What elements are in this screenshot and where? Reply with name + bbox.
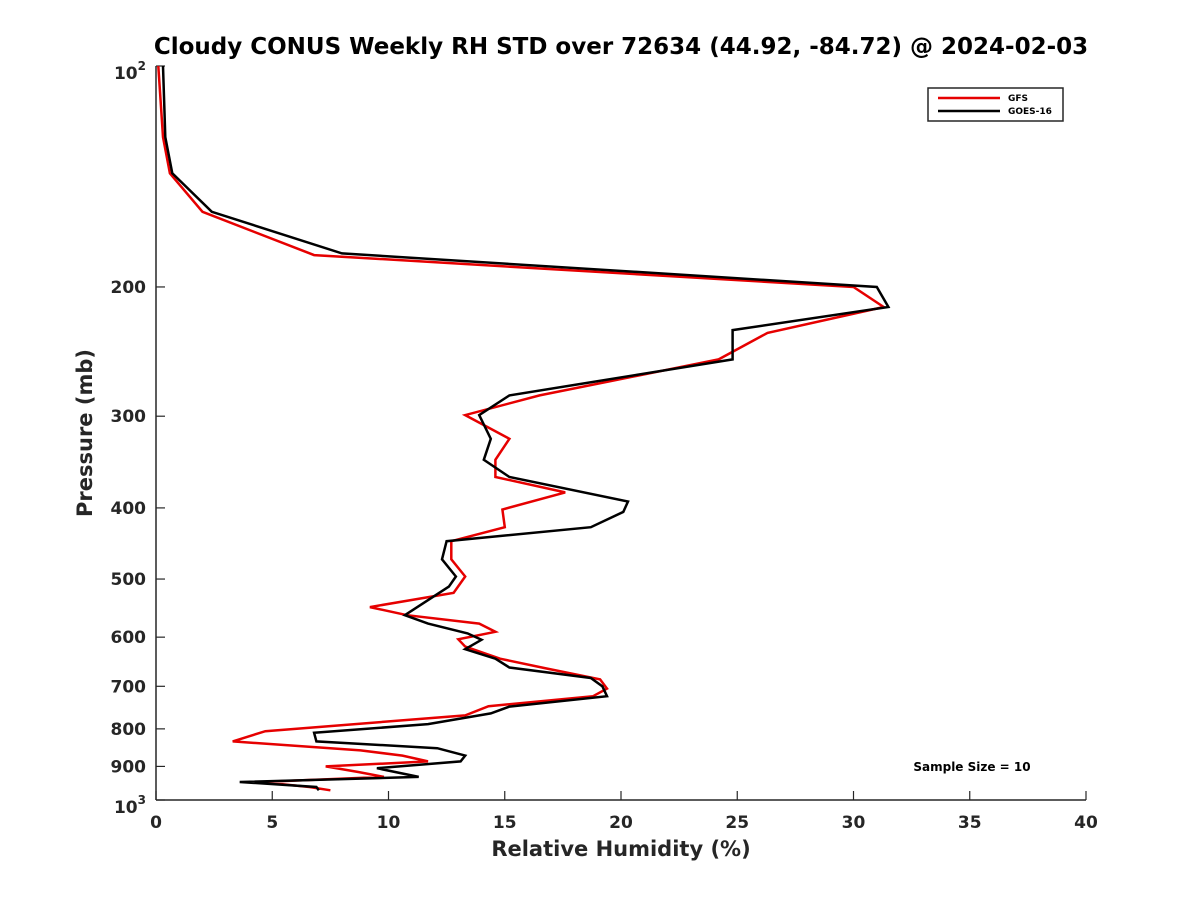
y-tick-label: 300 bbox=[111, 407, 147, 427]
series-line-gfs bbox=[157, 65, 887, 792]
legend-label: GFS bbox=[1008, 94, 1028, 104]
y-tick-label: 600 bbox=[111, 628, 147, 648]
x-tick-label: 40 bbox=[1074, 813, 1098, 833]
y-tick-label: 102 bbox=[114, 59, 146, 84]
y-tick-label-base: 10 bbox=[114, 798, 138, 818]
y-tick-label: 103 bbox=[114, 793, 146, 818]
x-tick-label: 30 bbox=[842, 813, 866, 833]
x-tick-label: 0 bbox=[150, 813, 162, 833]
y-axis-label: Pressure (mb) bbox=[73, 349, 97, 517]
legend-box bbox=[927, 87, 1064, 122]
legend-label: GOES-16 bbox=[1008, 107, 1052, 117]
chart-title: Cloudy CONUS Weekly RH STD over 72634 (4… bbox=[154, 34, 1088, 60]
x-tick-label: 25 bbox=[725, 813, 749, 833]
x-tick-label: 15 bbox=[493, 813, 517, 833]
series-layer bbox=[157, 65, 891, 792]
x-tick-label: 35 bbox=[958, 813, 982, 833]
y-tick-label: 400 bbox=[111, 499, 147, 519]
legend: GFS GOES-16 bbox=[927, 87, 1064, 122]
y-tick-label-base: 10 bbox=[114, 64, 138, 84]
x-tick-label: 10 bbox=[377, 813, 401, 833]
x-tick-label: 20 bbox=[609, 813, 633, 833]
y-tick-label: 800 bbox=[111, 720, 147, 740]
axes: 0 5 10 15 20 25 30 35 40102200300400500600700800… bbox=[111, 59, 1098, 833]
y-tick-label-exponent: 3 bbox=[138, 793, 146, 807]
y-tick-label: 700 bbox=[111, 677, 147, 697]
y-tick-label-exponent: 2 bbox=[138, 59, 146, 73]
sample-size-annotation: Sample Size = 10 bbox=[913, 760, 1030, 774]
x-tick-label: 5 bbox=[266, 813, 278, 833]
x-axis-label: Relative Humidity (%) bbox=[491, 837, 750, 861]
y-tick-label: 500 bbox=[111, 570, 147, 590]
y-tick-label: 200 bbox=[111, 278, 147, 298]
y-tick-label: 900 bbox=[111, 757, 147, 777]
series-line-goes-16 bbox=[161, 65, 891, 792]
